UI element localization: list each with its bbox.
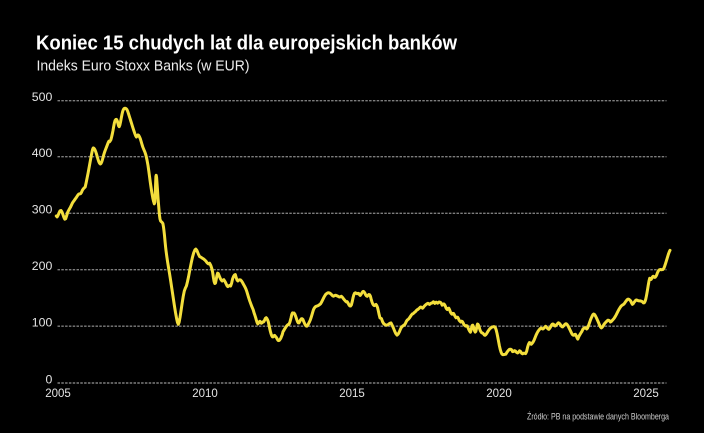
svg-text:2025: 2025: [633, 388, 659, 400]
svg-text:0: 0: [45, 372, 52, 386]
svg-text:Indeks Euro Stoxx Banks (w EUR: Indeks Euro Stoxx Banks (w EUR): [37, 59, 250, 75]
svg-text:500: 500: [32, 90, 53, 104]
svg-text:2010: 2010: [192, 388, 218, 400]
svg-text:200: 200: [32, 259, 53, 273]
svg-text:2015: 2015: [339, 388, 365, 400]
svg-text:2005: 2005: [45, 388, 71, 400]
svg-text:Koniec 15 chudych lat dla euro: Koniec 15 chudych lat dla europejskich b…: [36, 33, 457, 55]
svg-text:400: 400: [32, 146, 53, 160]
svg-text:2020: 2020: [486, 388, 512, 400]
svg-text:300: 300: [32, 203, 53, 217]
svg-text:Źródło: PB na podstawie danych: Źródło: PB na podstawie danych Bloomberg…: [527, 412, 669, 422]
svg-text:100: 100: [32, 316, 53, 330]
